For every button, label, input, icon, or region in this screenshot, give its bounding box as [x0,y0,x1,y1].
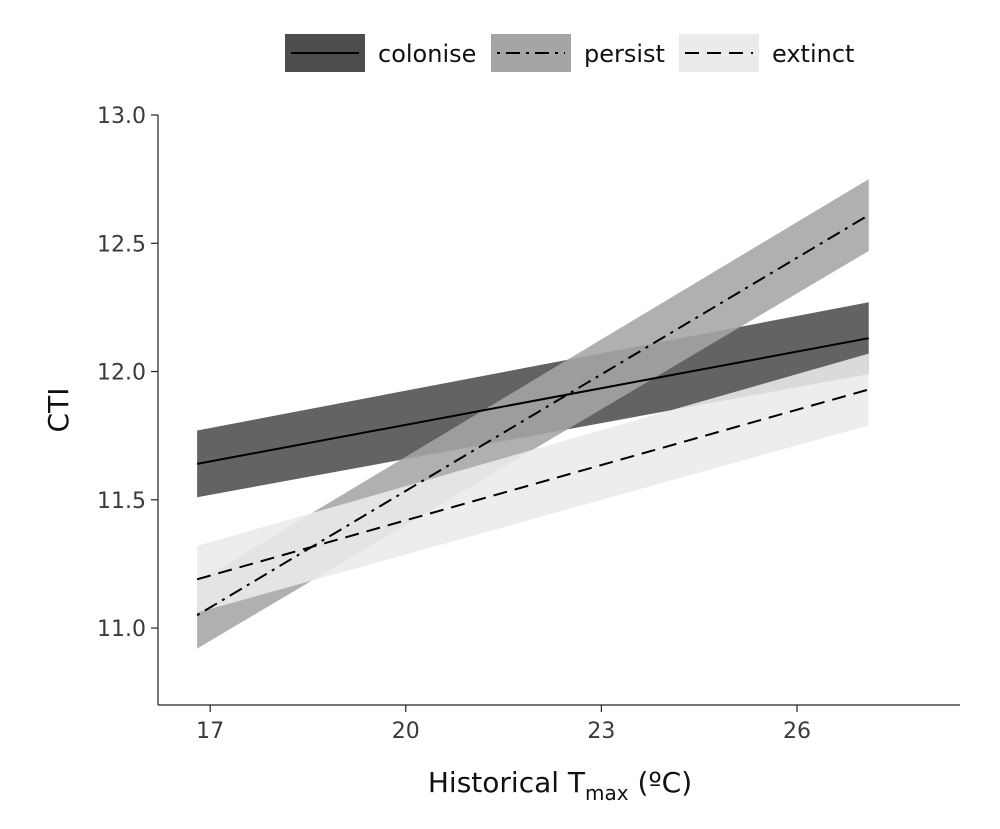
y-tick-label: 12.0 [97,361,146,386]
band-extinct [197,353,869,613]
confidence-bands [197,179,869,649]
x-axis-title-unit: (ºC) [629,766,693,799]
x-tick-label: 20 [392,719,420,744]
legend-label-extinct: extinct [772,40,854,68]
line-colonise [196,337,869,465]
y-tick-label: 13.0 [97,104,146,129]
line-extinct [196,388,869,581]
y-tick-label: 12.5 [97,232,146,257]
y-tick-label: 11.0 [97,617,146,642]
x-tick-label: 23 [587,719,615,744]
x-axis-title-main: Historical T [428,766,586,799]
series-lines [196,214,870,617]
x-tick-label: 26 [783,719,811,744]
axes: 11.0 11.5 12.0 12.5 13.0 17 20 23 26 [97,104,960,744]
y-axis-title: CTI [42,388,75,433]
y-tick-label: 11.5 [97,489,146,514]
legend-key-persist [491,34,571,72]
legend: colonise persist extinct [285,34,854,72]
legend-item-persist: persist [491,34,665,72]
x-tick-label: 17 [196,719,224,744]
legend-label-persist: persist [584,40,665,68]
x-axis-title-subscript: max [585,781,629,805]
x-axis-title: Historical Tmax (ºC) [428,766,692,805]
legend-label-colonise: colonise [378,40,476,68]
legend-item-colonise: colonise [285,34,476,72]
legend-item-extinct: extinct [679,34,854,72]
